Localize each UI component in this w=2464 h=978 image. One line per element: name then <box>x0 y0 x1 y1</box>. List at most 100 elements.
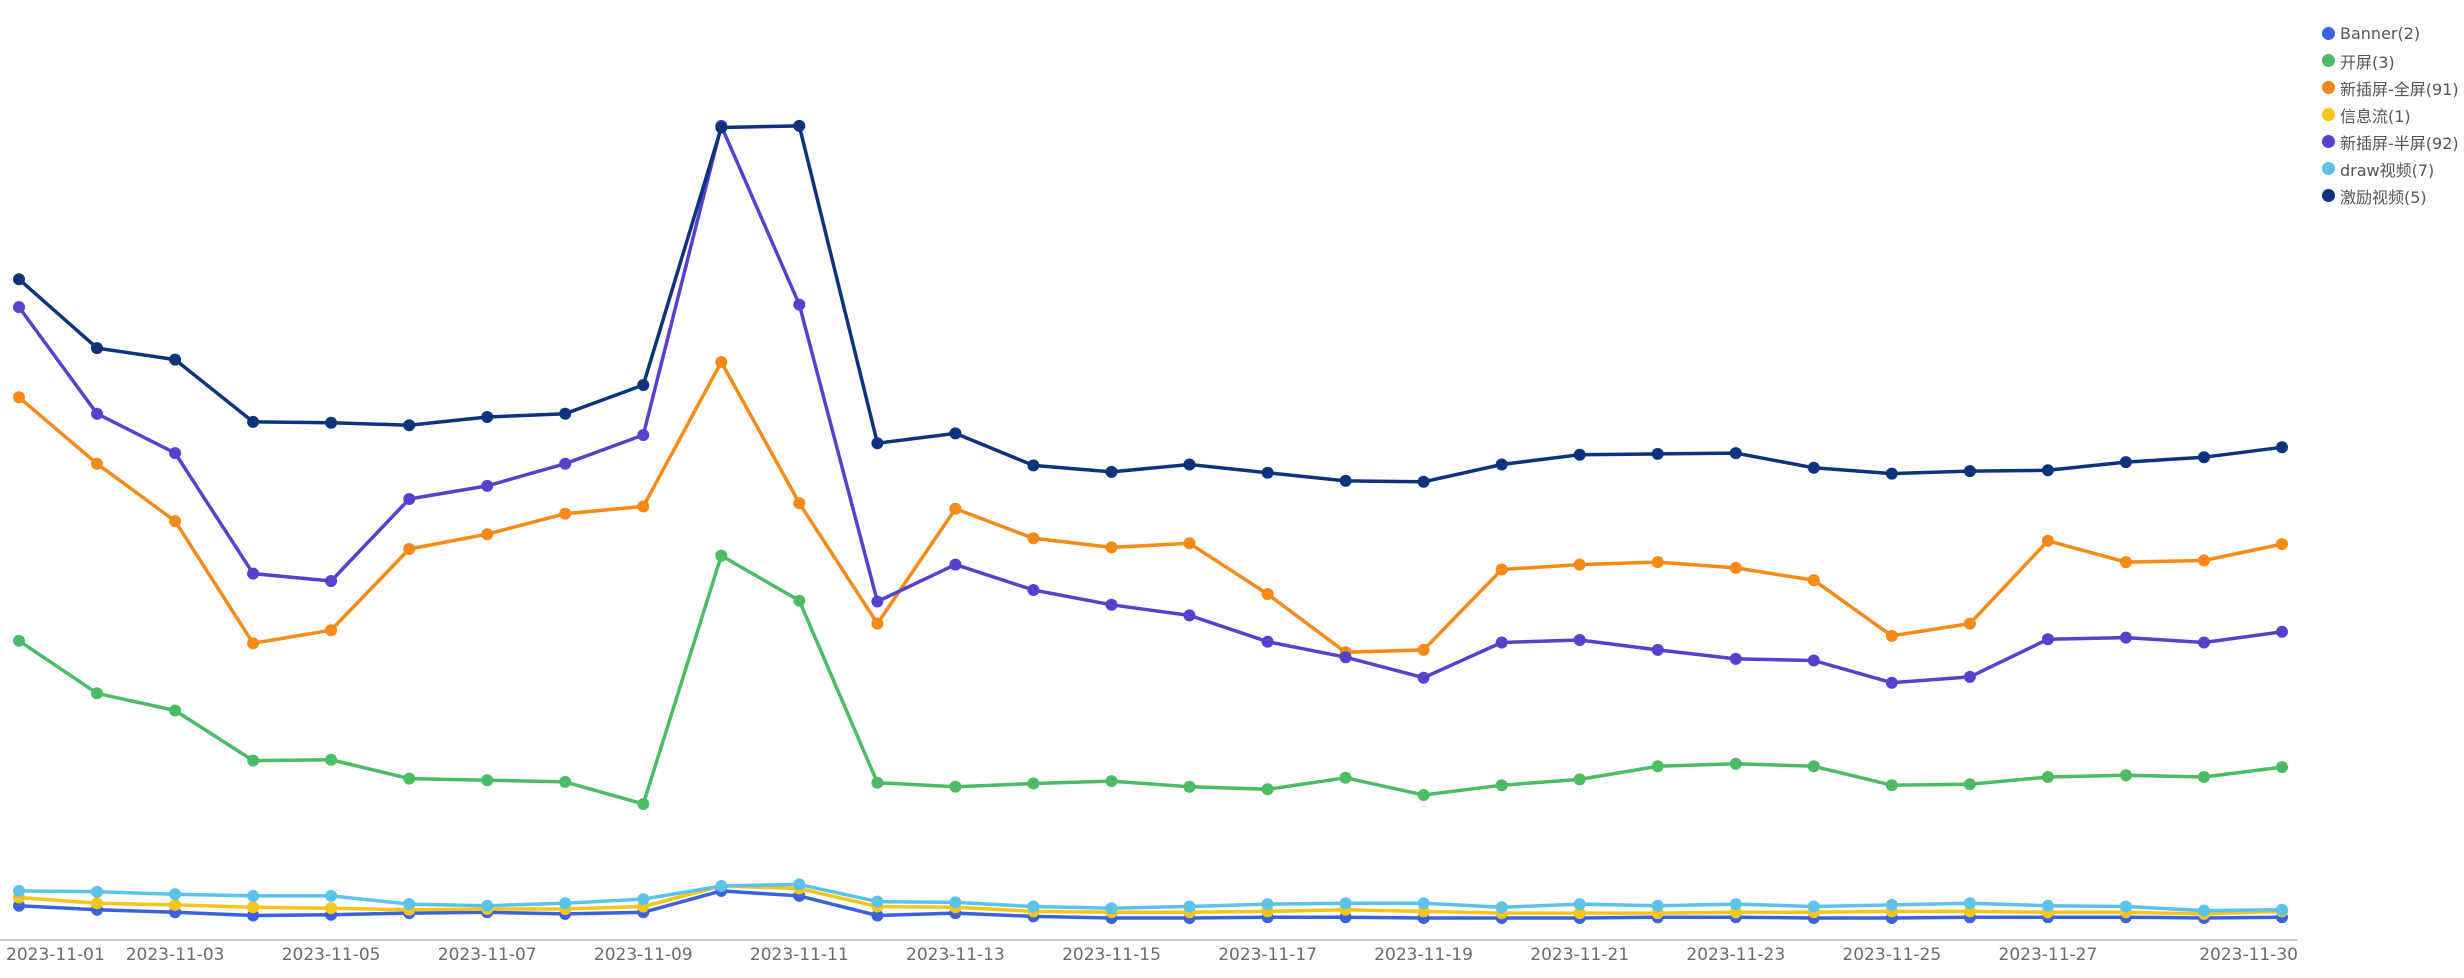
data-point[interactable] <box>2119 900 2132 913</box>
data-point[interactable] <box>1729 898 1742 911</box>
data-point[interactable] <box>91 407 103 420</box>
data-point[interactable] <box>793 594 806 607</box>
data-point[interactable] <box>2119 631 2132 644</box>
data-point[interactable] <box>481 774 494 787</box>
data-point[interactable] <box>1261 898 1274 911</box>
data-point[interactable] <box>1651 556 1664 569</box>
data-point[interactable] <box>1651 760 1664 773</box>
data-point[interactable] <box>91 897 103 910</box>
data-point[interactable] <box>2041 534 2054 547</box>
data-point[interactable] <box>325 889 338 902</box>
data-point[interactable] <box>793 878 806 891</box>
data-point[interactable] <box>715 880 728 892</box>
data-point[interactable] <box>1261 588 1274 601</box>
data-point[interactable] <box>1027 459 1040 472</box>
data-point[interactable] <box>1963 617 1976 630</box>
data-point[interactable] <box>637 798 650 810</box>
data-point[interactable] <box>13 884 25 897</box>
data-point[interactable] <box>2041 771 2054 783</box>
data-point[interactable] <box>13 634 25 647</box>
data-point[interactable] <box>1495 636 1508 649</box>
data-point[interactable] <box>169 888 182 901</box>
data-point[interactable] <box>1105 465 1118 478</box>
data-point[interactable] <box>715 121 728 134</box>
data-point[interactable] <box>1963 778 1976 791</box>
data-point[interactable] <box>1807 900 1820 913</box>
data-point[interactable] <box>793 119 806 132</box>
data-point[interactable] <box>1105 902 1118 915</box>
data-point[interactable] <box>871 617 884 630</box>
data-point[interactable] <box>559 897 572 910</box>
data-point[interactable] <box>1885 467 1898 480</box>
data-point[interactable] <box>1573 448 1586 461</box>
data-point[interactable] <box>403 419 416 432</box>
data-point[interactable] <box>91 885 103 898</box>
data-point[interactable] <box>2198 451 2210 464</box>
data-point[interactable] <box>949 896 962 909</box>
data-point[interactable] <box>1807 654 1820 667</box>
data-point[interactable] <box>637 893 650 906</box>
data-point[interactable] <box>1183 780 1196 793</box>
data-point[interactable] <box>91 687 103 700</box>
legend-item[interactable]: Banner(2) <box>2322 20 2459 47</box>
data-point[interactable] <box>1261 635 1274 648</box>
data-point[interactable] <box>2198 771 2210 783</box>
data-point[interactable] <box>1027 900 1040 913</box>
data-point[interactable] <box>1963 465 1976 478</box>
data-point[interactable] <box>1729 447 1742 460</box>
data-point[interactable] <box>637 500 650 513</box>
data-point[interactable] <box>2276 538 2288 551</box>
data-point[interactable] <box>871 595 884 608</box>
legend-item[interactable]: 开屏(3) <box>2322 47 2459 74</box>
data-point[interactable] <box>403 898 416 911</box>
data-point[interactable] <box>1027 532 1040 545</box>
data-point[interactable] <box>871 437 884 450</box>
data-point[interactable] <box>481 479 494 492</box>
data-point[interactable] <box>1417 905 1430 918</box>
data-point[interactable] <box>2119 556 2132 569</box>
data-point[interactable] <box>1729 561 1742 574</box>
data-point[interactable] <box>2276 903 2288 916</box>
data-point[interactable] <box>403 543 416 555</box>
data-point[interactable] <box>169 353 182 366</box>
data-point[interactable] <box>2276 625 2288 638</box>
data-point[interactable] <box>1651 643 1664 656</box>
data-point[interactable] <box>715 356 728 368</box>
data-point[interactable] <box>481 899 494 912</box>
data-point[interactable] <box>1573 558 1586 571</box>
legend-item[interactable]: 信息流(1) <box>2322 101 2459 128</box>
data-point[interactable] <box>1729 906 1742 919</box>
data-point[interactable] <box>2041 633 2054 646</box>
data-point[interactable] <box>2276 761 2288 774</box>
data-point[interactable] <box>715 549 728 562</box>
data-point[interactable] <box>1885 898 1898 911</box>
data-point[interactable] <box>247 901 260 914</box>
data-point[interactable] <box>2198 554 2210 567</box>
data-point[interactable] <box>1807 461 1820 474</box>
data-point[interactable] <box>1105 598 1118 611</box>
legend-item[interactable]: 新插屏-全屏(91) <box>2322 74 2459 101</box>
data-point[interactable] <box>949 558 962 571</box>
data-point[interactable] <box>1027 777 1040 790</box>
data-point[interactable] <box>2041 899 2054 912</box>
data-point[interactable] <box>1651 899 1664 912</box>
data-point[interactable] <box>1417 789 1430 801</box>
data-point[interactable] <box>169 898 182 911</box>
data-point[interactable] <box>1027 584 1040 596</box>
data-point[interactable] <box>1573 773 1586 786</box>
data-point[interactable] <box>1183 900 1196 913</box>
data-point[interactable] <box>1885 676 1898 689</box>
data-point[interactable] <box>1417 475 1430 488</box>
data-point[interactable] <box>2119 456 2132 469</box>
data-point[interactable] <box>1183 537 1196 550</box>
data-point[interactable] <box>1807 760 1820 773</box>
data-point[interactable] <box>1339 474 1352 487</box>
data-point[interactable] <box>13 301 25 314</box>
data-point[interactable] <box>2198 636 2210 649</box>
data-point[interactable] <box>1417 671 1430 684</box>
data-point[interactable] <box>325 416 338 429</box>
data-point[interactable] <box>559 457 572 470</box>
data-point[interactable] <box>325 753 338 766</box>
data-point[interactable] <box>559 775 572 788</box>
data-point[interactable] <box>949 780 962 793</box>
